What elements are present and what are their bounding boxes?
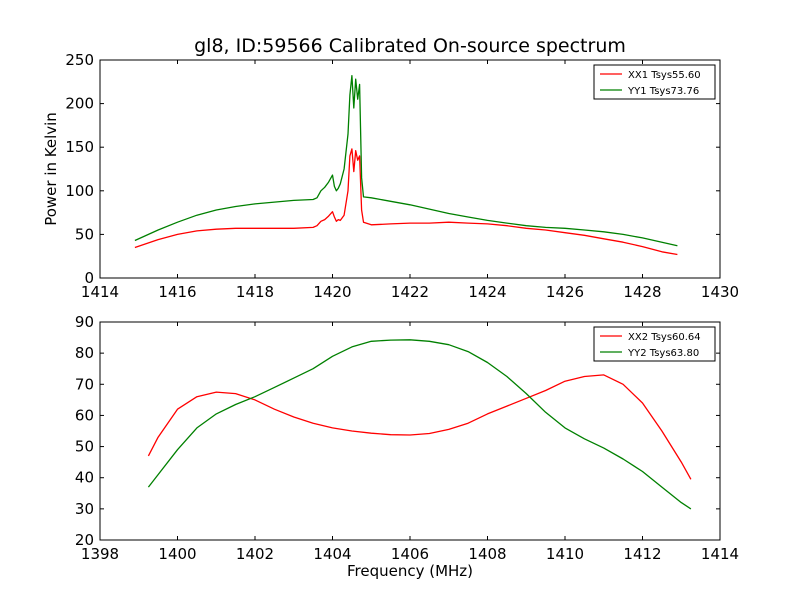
y-tick-label: 70 bbox=[75, 375, 94, 393]
x-tick-label: 1398 bbox=[81, 545, 119, 563]
x-tick-label: 1418 bbox=[236, 283, 274, 301]
top-plot: 1414 1416 1418 1420 1422 1424 1426 1428 1430 0 50… bbox=[42, 51, 739, 301]
top-y-ticks: 0 50 100 150 200 250 bbox=[65, 51, 720, 287]
series-line-1 bbox=[134, 75, 678, 247]
legend-label-yy2: YY2 Tsys63.80 bbox=[627, 348, 699, 359]
x-tick-label: 1408 bbox=[468, 545, 506, 563]
series-line-0 bbox=[134, 148, 678, 256]
series-line-0 bbox=[147, 374, 692, 480]
bottom-legend-box bbox=[593, 326, 716, 362]
x-tick-label: 1420 bbox=[313, 283, 351, 301]
y-tick-label: 200 bbox=[65, 95, 94, 113]
y-tick-label: 50 bbox=[75, 225, 94, 243]
x-tick-label: 1410 bbox=[546, 545, 584, 563]
top-x-ticks: 1414 1416 1418 1420 1422 1424 1426 1428 1430 bbox=[81, 60, 739, 301]
top-series-lines bbox=[134, 75, 678, 256]
bottom-series-lines bbox=[147, 339, 692, 510]
bottom-legend: XX2 Tsys60.64 YY2 Tsys63.80 bbox=[593, 326, 716, 362]
x-tick-label: 1422 bbox=[391, 283, 429, 301]
x-tick-label: 1416 bbox=[158, 283, 196, 301]
top-legend-box bbox=[593, 64, 716, 100]
y-tick-label: 100 bbox=[65, 182, 94, 200]
y-tick-label: 20 bbox=[75, 531, 94, 549]
y-tick-label: 90 bbox=[75, 313, 94, 331]
x-tick-label: 1404 bbox=[313, 545, 351, 563]
y-tick-label: 80 bbox=[75, 344, 94, 362]
x-tick-label: 1406 bbox=[391, 545, 429, 563]
x-tick-label: 1402 bbox=[236, 545, 274, 563]
y-tick-label: 50 bbox=[75, 438, 94, 456]
legend-label-xx1: XX1 Tsys55.60 bbox=[628, 70, 701, 81]
x-tick-label: 1412 bbox=[623, 545, 661, 563]
x-tick-label: 1428 bbox=[623, 283, 661, 301]
x-tick-label: 1414 bbox=[701, 545, 739, 563]
x-tick-label: 1426 bbox=[546, 283, 584, 301]
x-tick-label: 1400 bbox=[158, 545, 196, 563]
bottom-x-ticks: 1398 1400 1402 1404 1406 1408 1410 1412 1414 bbox=[81, 322, 739, 563]
top-legend: XX1 Tsys55.60 YY1 Tsys73.76 bbox=[593, 64, 716, 100]
top-y-axis-label: Power in Kelvin bbox=[42, 112, 60, 226]
x-tick-label: 1430 bbox=[701, 283, 739, 301]
bottom-plot: 1398 1400 1402 1404 1406 1408 1410 1412 1414 20 3… bbox=[75, 313, 739, 580]
x-tick-label: 1414 bbox=[81, 283, 119, 301]
bottom-y-ticks: 20 30 40 50 60 70 80 90 bbox=[75, 313, 720, 549]
y-tick-label: 0 bbox=[84, 269, 94, 287]
series-line-1 bbox=[147, 339, 692, 510]
y-tick-label: 150 bbox=[65, 138, 94, 156]
x-tick-label: 1424 bbox=[468, 283, 506, 301]
bottom-x-axis-label: Frequency (MHz) bbox=[347, 562, 473, 580]
legend-label-yy1: YY1 Tsys73.76 bbox=[627, 86, 699, 97]
legend-label-xx2: XX2 Tsys60.64 bbox=[628, 332, 701, 343]
chart-title: gl8, ID:59566 Calibrated On-source spect… bbox=[194, 35, 626, 57]
y-tick-label: 40 bbox=[75, 469, 94, 487]
y-tick-label: 30 bbox=[75, 500, 94, 518]
y-tick-label: 60 bbox=[75, 406, 94, 424]
y-tick-label: 250 bbox=[65, 51, 94, 69]
